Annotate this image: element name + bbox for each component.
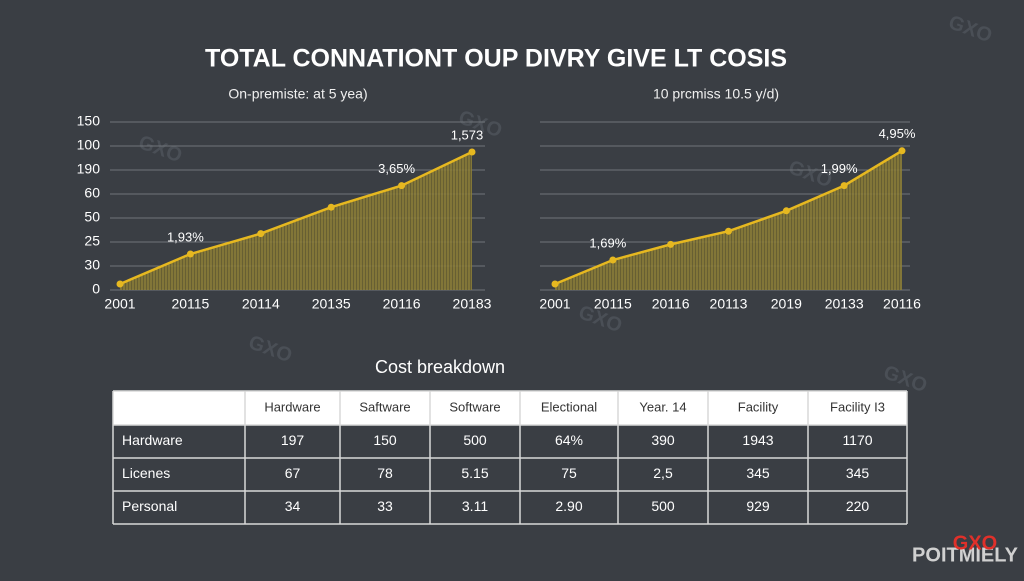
- table-cell: 2,5: [653, 465, 673, 481]
- x-tick-label: 2019: [771, 296, 802, 312]
- data-point: [116, 280, 124, 288]
- table-caption: Cost breakdown: [375, 357, 505, 377]
- x-tick-label: 20115: [171, 296, 209, 312]
- x-tick-label: 2001: [539, 296, 570, 312]
- x-tick-label: 20116: [652, 296, 690, 312]
- x-tick-label: 20116: [883, 296, 921, 312]
- data-point: [782, 207, 790, 215]
- y-tick-label: 100: [77, 137, 101, 153]
- data-point: [898, 147, 906, 155]
- table-cell: 33: [377, 498, 393, 514]
- table-header-cell: Year. 14: [639, 399, 686, 414]
- table-cell: 5.15: [461, 465, 488, 481]
- footer-logo: POITMIELY: [912, 544, 1019, 566]
- table-cell: 3.11: [462, 498, 488, 514]
- x-tick-label: 20135: [312, 296, 351, 312]
- chart-subtitle: On-premiste: at 5 yea): [228, 86, 367, 102]
- data-point: [840, 182, 848, 190]
- table-cell: 197: [281, 432, 305, 448]
- data-point: [551, 280, 559, 288]
- table-header-cell: Facility I3: [830, 399, 885, 414]
- table-cell: 34: [285, 498, 301, 514]
- table-header-bg: [113, 391, 907, 425]
- data-point: [725, 227, 732, 235]
- table-cell: 2.90: [555, 498, 582, 514]
- watermark: GXO: [246, 331, 295, 367]
- annotation: 1,93%: [167, 229, 204, 244]
- x-tick-label: 2001: [104, 296, 135, 312]
- data-point: [667, 240, 675, 248]
- y-tick-label: 50: [84, 209, 100, 225]
- table-cell: 64%: [555, 432, 583, 448]
- table-cell: 78: [377, 465, 393, 481]
- table-header-cell: Hardware: [264, 399, 320, 414]
- x-tick-label: 20113: [710, 296, 748, 312]
- table-cell: 500: [651, 498, 675, 514]
- y-tick-label: 0: [92, 281, 100, 297]
- table-cell: 929: [746, 498, 770, 514]
- annotation: 4,95%: [879, 126, 916, 141]
- data-point: [398, 182, 406, 190]
- watermark: GXO: [136, 131, 185, 167]
- x-tick-label: 20114: [242, 296, 280, 312]
- footer-watermark: GXO: [953, 532, 997, 554]
- table-cell: 1943: [742, 432, 773, 448]
- watermark: GXO: [946, 11, 995, 47]
- area: [555, 150, 902, 290]
- y-tick-label: 30: [84, 257, 100, 273]
- table-header-cell: Software: [449, 399, 500, 414]
- x-tick-label: 20183: [453, 296, 492, 312]
- annotation: 1,99%: [821, 161, 858, 176]
- x-tick-label: 20115: [594, 296, 632, 312]
- table-header-cell: Electional: [541, 399, 597, 414]
- x-tick-label: 20133: [825, 296, 864, 312]
- data-point: [327, 203, 335, 211]
- y-tick-label: 190: [77, 161, 101, 177]
- table-cell: 75: [561, 465, 577, 481]
- page-title: TOTAL CONNATIONT OUP DIVRY GIVE LT COSIS: [205, 45, 787, 73]
- data-point: [609, 256, 617, 264]
- table-header-cell: Saftware: [359, 399, 410, 414]
- table-cell: Hardware: [122, 432, 183, 448]
- table-cell: Personal: [122, 498, 177, 514]
- data-point: [186, 250, 194, 258]
- table-cell: 220: [846, 498, 870, 514]
- table-cell: 345: [846, 465, 870, 481]
- table-header-cell: Facility: [738, 399, 779, 414]
- data-point: [257, 230, 265, 238]
- table-cell: 67: [285, 465, 301, 481]
- table-cell: Licenes: [122, 465, 170, 481]
- chart-subtitle: 10 prcmiss 10.5 y/d): [653, 86, 779, 102]
- annotation: 3,65%: [378, 161, 415, 176]
- annotation: 1,69%: [589, 235, 626, 250]
- y-tick-label: 25: [84, 233, 100, 249]
- annotation: 1,573: [451, 127, 484, 142]
- x-tick-label: 20116: [383, 296, 421, 312]
- table-cell: 390: [651, 432, 675, 448]
- table-cell: 500: [463, 432, 487, 448]
- table-cell: 345: [746, 465, 770, 481]
- y-tick-label: 150: [77, 113, 101, 129]
- table-cell: 1170: [842, 432, 872, 448]
- data-point: [468, 148, 476, 156]
- table-cell: 150: [373, 432, 397, 448]
- y-tick-label: 60: [84, 185, 100, 201]
- series-line: [119, 150, 473, 286]
